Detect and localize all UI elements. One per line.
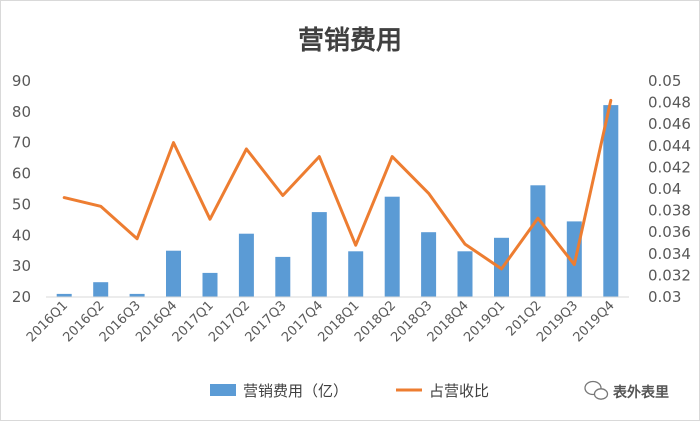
y-left-tick-label: 40 <box>12 226 31 244</box>
y-right-tick-label: 0.03 <box>648 288 681 306</box>
y-left-tick-label: 50 <box>12 195 31 213</box>
bar-2016Q3 <box>129 293 145 297</box>
y-right-tick-label: 0.05 <box>648 72 681 90</box>
x-tick-label: 2019Q4 <box>571 298 618 345</box>
y-right-tick-label: 0.048 <box>648 94 691 112</box>
bar-2018Q2 <box>384 196 400 297</box>
ratio-line <box>62 98 613 271</box>
bar-2018Q1 <box>348 251 364 297</box>
y-right-tick-label: 0.032 <box>648 266 691 284</box>
bar-2016Q4 <box>166 250 181 297</box>
x-axis: 2016Q12016Q22016Q32016Q42017Q12017Q22017… <box>24 298 618 345</box>
y-right-tick-label: 0.046 <box>648 115 691 133</box>
y-left-axis: 20 30 40 50 60 70 80 90 <box>12 72 31 306</box>
y-left-tick-label: 20 <box>12 288 31 306</box>
y-right-tick-label: 0.044 <box>648 137 691 155</box>
y-left-tick-label: 90 <box>12 72 31 90</box>
bar-201Q2 <box>530 185 546 297</box>
bar-2017Q3 <box>275 256 291 297</box>
legend: 营销费用（亿） 占营收比 <box>210 382 489 400</box>
watermark: 表外表里 <box>584 380 669 401</box>
bar-2018Q3 <box>421 232 437 297</box>
legend-line-label: 占营收比 <box>429 382 489 400</box>
y-left-tick-label: 30 <box>12 257 31 275</box>
y-left-tick-label: 80 <box>12 103 31 121</box>
y-left-tick-label: 70 <box>12 134 31 152</box>
y-left-tick-label: 60 <box>12 165 31 183</box>
bar-2017Q1 <box>202 272 218 297</box>
bar-2017Q4 <box>311 212 327 297</box>
line-series <box>62 98 613 271</box>
y-right-tick-label: 0.038 <box>648 202 691 220</box>
y-right-tick-label: 0.04 <box>648 180 681 198</box>
legend-bar-swatch <box>210 384 236 396</box>
chart-title: 营销费用 <box>298 26 402 56</box>
bar-2018Q4 <box>457 251 473 297</box>
y-right-tick-label: 0.034 <box>648 245 691 263</box>
x-tick-label: 2019Q1 <box>461 298 508 345</box>
y-right-tick-label: 0.042 <box>648 158 691 176</box>
bar-2016Q2 <box>93 282 109 297</box>
bar-2019Q4 <box>603 105 619 297</box>
wechat-icon <box>584 380 609 400</box>
legend-bar-label: 营销费用（亿） <box>243 382 348 400</box>
bar-2016Q1 <box>56 293 72 297</box>
bar-2017Q2 <box>238 233 254 297</box>
y-right-tick-label: 0.036 <box>648 223 691 241</box>
y-right-axis: 0.03 0.032 0.034 0.036 0.038 0.04 0.042 0.044 0.… <box>648 72 691 306</box>
watermark-text: 表外表里 <box>612 384 669 401</box>
